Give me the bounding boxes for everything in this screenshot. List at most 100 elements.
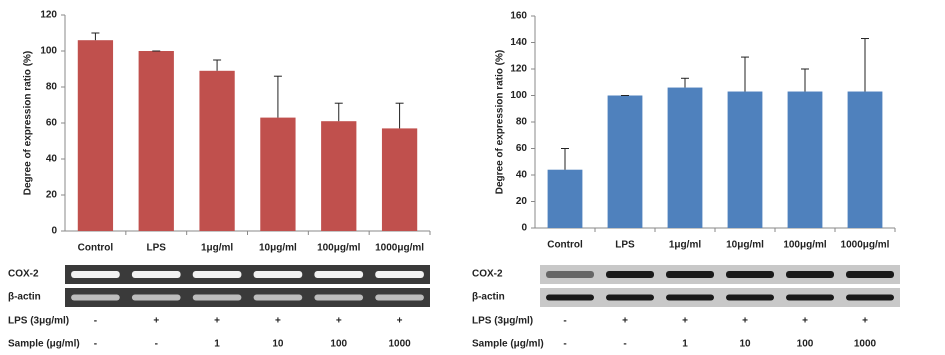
row-label: Sample (μg/ml) xyxy=(472,339,544,350)
row-cell: - xyxy=(563,316,566,327)
bar xyxy=(199,70,235,231)
row-cell: 1 xyxy=(214,339,220,350)
blot-label: β-actin xyxy=(472,292,505,303)
gel-background xyxy=(540,265,900,284)
bar xyxy=(787,91,823,229)
y-tick-label: 0 xyxy=(51,226,57,237)
row-label: LPS (3μg/ml) xyxy=(472,316,533,327)
gel-band xyxy=(375,294,424,301)
gel-band xyxy=(192,271,242,278)
y-tick-label: 80 xyxy=(516,117,528,128)
row-cell: + xyxy=(622,316,628,327)
gel-background xyxy=(540,288,900,307)
row-cell: - xyxy=(94,339,97,350)
row-cell: + xyxy=(742,316,748,327)
bar xyxy=(260,117,296,231)
row-cell: 1000 xyxy=(388,339,411,350)
x-tick-label: 1000μg/ml xyxy=(375,243,424,254)
row-cell: + xyxy=(802,316,808,327)
row-cell: + xyxy=(862,316,868,327)
gel-background xyxy=(65,288,430,307)
gel-band xyxy=(71,294,120,301)
gel-band xyxy=(314,294,364,301)
y-tick-label: 60 xyxy=(516,143,528,154)
row-cell: 10 xyxy=(272,339,284,350)
y-tick-label: 100 xyxy=(510,90,527,101)
gel-band xyxy=(253,294,303,301)
x-tick-label: 10μg/ml xyxy=(726,240,764,251)
gel-band xyxy=(71,271,120,278)
bar xyxy=(138,51,174,231)
bar xyxy=(77,40,114,232)
row-cell: + xyxy=(275,316,281,327)
bar xyxy=(607,95,643,228)
x-tick-label: 1μg/ml xyxy=(669,240,701,251)
y-axis-label: Degree of expression ratio (%) xyxy=(495,50,506,194)
row-cell: 100 xyxy=(797,339,814,350)
gel-band xyxy=(375,271,424,278)
y-tick-label: 160 xyxy=(510,11,527,22)
row-cell: - xyxy=(623,339,626,350)
bar xyxy=(727,91,763,229)
y-tick-label: 40 xyxy=(516,170,528,181)
gel-band xyxy=(253,271,303,278)
bar xyxy=(381,128,418,231)
gel-band xyxy=(546,294,594,301)
row-cell: - xyxy=(94,316,97,327)
row-cell: 1000 xyxy=(854,339,877,350)
gel-band xyxy=(546,271,594,278)
x-tick-label: 100μg/ml xyxy=(317,243,361,254)
row-cell: 1 xyxy=(682,339,688,350)
bar xyxy=(847,91,883,229)
gel-band xyxy=(666,271,714,278)
row-label: LPS (3μg/ml) xyxy=(8,316,69,327)
y-tick-label: 20 xyxy=(516,196,528,207)
gel-band xyxy=(666,294,714,301)
bar xyxy=(321,121,357,231)
row-cell: 10 xyxy=(739,339,751,350)
gel-background xyxy=(65,265,430,284)
gel-band xyxy=(606,271,654,278)
x-tick-label: LPS xyxy=(147,243,167,254)
row-label: Sample (μg/ml) xyxy=(8,339,80,350)
gel-band xyxy=(606,294,654,301)
x-tick-label: 100μg/ml xyxy=(783,240,827,251)
gel-band xyxy=(131,294,181,301)
row-cell: + xyxy=(682,316,688,327)
gel-band xyxy=(846,271,894,278)
gel-band xyxy=(726,294,774,301)
gel-band xyxy=(726,271,774,278)
y-tick-label: 100 xyxy=(40,46,57,57)
bar xyxy=(547,169,583,228)
x-tick-label: 1μg/ml xyxy=(201,243,233,254)
x-tick-label: LPS xyxy=(615,240,635,251)
y-tick-label: 120 xyxy=(510,64,527,75)
x-tick-label: Control xyxy=(78,243,114,254)
x-tick-label: 1000μg/ml xyxy=(841,240,890,251)
gel-band xyxy=(786,294,834,301)
y-tick-label: 40 xyxy=(46,154,58,165)
blot-label: COX-2 xyxy=(8,269,39,280)
row-cell: - xyxy=(563,339,566,350)
x-tick-label: 10μg/ml xyxy=(259,243,297,254)
row-cell: + xyxy=(214,316,220,327)
row-cell: - xyxy=(155,339,158,350)
gel-band xyxy=(846,294,894,301)
row-cell: + xyxy=(397,316,403,327)
x-tick-label: Control xyxy=(547,240,583,251)
row-cell: + xyxy=(153,316,159,327)
y-tick-label: 80 xyxy=(46,82,58,93)
row-cell: + xyxy=(336,316,342,327)
gel-band xyxy=(131,271,181,278)
bar xyxy=(667,87,703,228)
gel-band xyxy=(786,271,834,278)
y-tick-label: 60 xyxy=(46,118,58,129)
blot-label: β-actin xyxy=(8,292,41,303)
y-tick-label: 140 xyxy=(510,37,527,48)
y-tick-label: 0 xyxy=(521,223,527,234)
y-axis-label: Degree of expression ratio (%) xyxy=(23,51,34,195)
row-cell: 100 xyxy=(330,339,347,350)
y-tick-label: 120 xyxy=(40,10,57,21)
